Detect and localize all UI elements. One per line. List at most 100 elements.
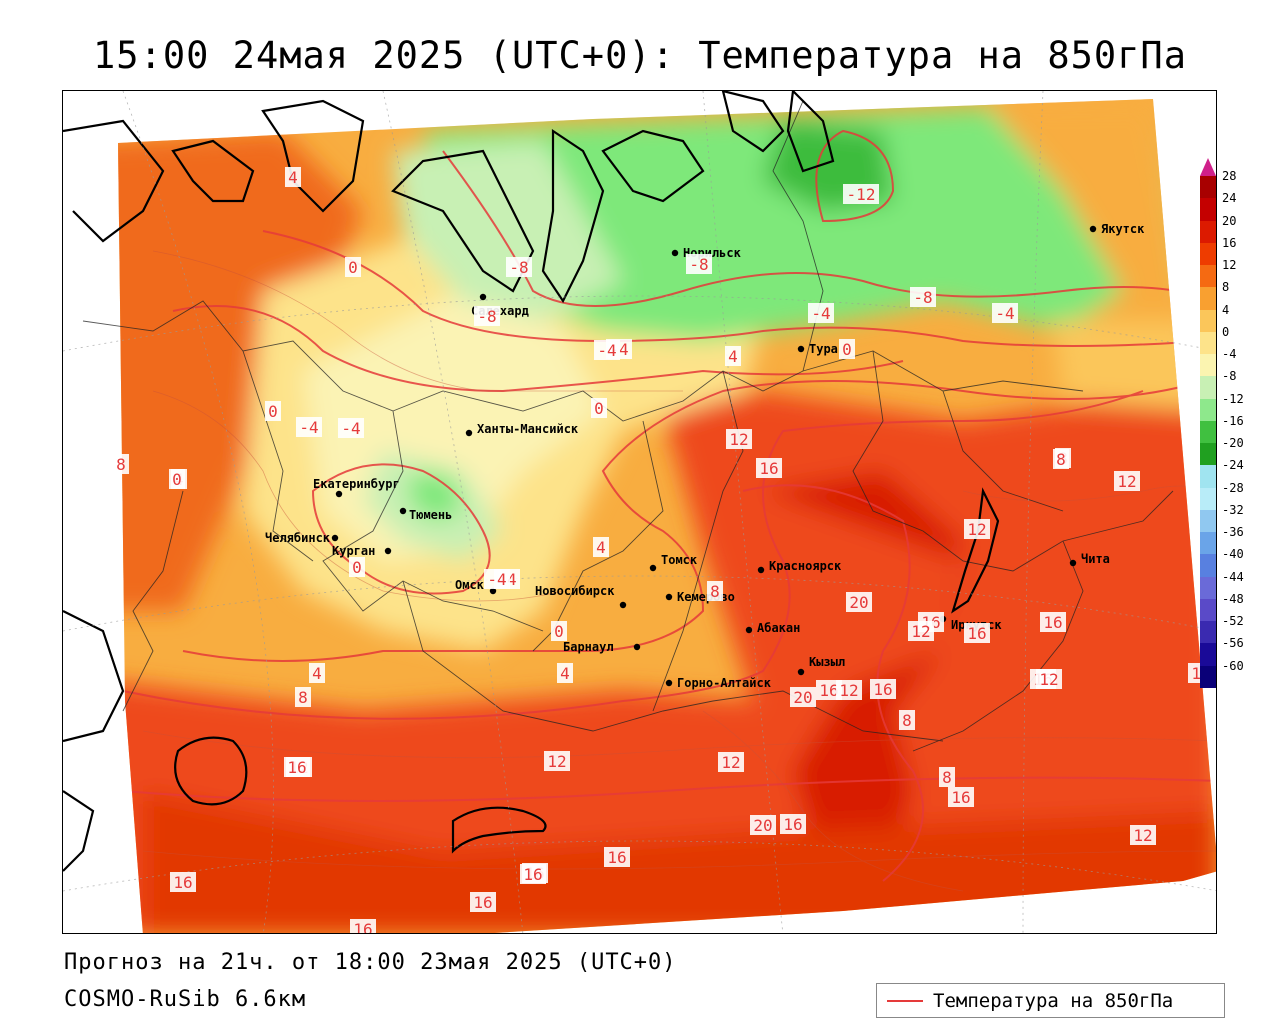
isoline-value: 16 xyxy=(759,459,778,478)
colorbar-segment xyxy=(1200,176,1216,199)
isoline-label-box xyxy=(908,621,934,641)
isoline-label: -4 xyxy=(594,340,620,360)
isoline-label: 12 xyxy=(718,752,744,772)
isoline-label-box xyxy=(816,680,842,700)
isoline-value: 16 xyxy=(173,873,192,892)
city-marker xyxy=(331,534,339,542)
map-area[interactable]: НорильскЯкутскСалехардТураХанты-Мансийск… xyxy=(62,90,1217,934)
colorbar-segment xyxy=(1200,465,1216,489)
isoline-label-box xyxy=(964,623,990,643)
colorbar-segment xyxy=(1200,598,1216,622)
colorbar-tick-label: -48 xyxy=(1222,591,1244,606)
legend-line-swatch xyxy=(887,999,923,1002)
isoline-label: 12 xyxy=(544,751,570,771)
isoline-label-box xyxy=(350,919,376,933)
colorbar-segment xyxy=(1200,576,1216,600)
isoline-label: -12 xyxy=(843,184,879,204)
isoline-label: 16 xyxy=(870,679,896,699)
isoline-label: 8 xyxy=(1053,449,1069,469)
city-marker xyxy=(1089,225,1097,233)
isoline-label: 16 xyxy=(470,892,496,912)
isoline-label-box xyxy=(718,752,744,772)
colorbar-tick-label: -52 xyxy=(1222,614,1244,629)
isoline-label: 12 xyxy=(836,680,862,700)
colorbar-tick-label: 4 xyxy=(1222,302,1230,317)
isoline-value: 0 xyxy=(268,402,278,421)
isoline-label: -4 xyxy=(992,303,1018,323)
isoline-value: 12 xyxy=(839,681,858,700)
city-marker xyxy=(384,547,392,555)
colorbar-segment xyxy=(1200,487,1216,511)
isoline-value: -8 xyxy=(689,255,708,274)
isoline-label-box xyxy=(992,303,1018,323)
isoline-value: 0 xyxy=(842,340,852,359)
city-marker xyxy=(797,345,805,353)
isoline-label-box xyxy=(296,417,322,437)
isoline-value: 0 xyxy=(172,470,182,489)
isoline-value: 16 xyxy=(967,624,986,643)
isoline-value: 0 xyxy=(348,258,358,277)
isoline-label-box xyxy=(594,340,620,360)
isoline-label: 12 xyxy=(908,621,934,641)
map-title: 15:00 24мая 2025 (UTC+0): Температура на… xyxy=(93,34,1187,77)
city-marker xyxy=(665,679,673,687)
isoline-label-box xyxy=(593,537,609,557)
colorbar-segment xyxy=(1200,220,1216,244)
isoline-value: 12 xyxy=(729,430,748,449)
city-label: Барнаул xyxy=(563,640,614,654)
isoline-value: 16 xyxy=(783,815,802,834)
isoline-label: 0 xyxy=(169,469,185,489)
colorbar-tick-label: -32 xyxy=(1222,502,1244,517)
colorbar-segment xyxy=(1200,398,1216,422)
isoline-label-box xyxy=(520,864,546,884)
forecast-caption: Прогноз на 21ч. от 18:00 23мая 2025 (UTC… xyxy=(64,950,677,975)
isoline-label: 0 xyxy=(591,398,607,418)
colorbar-segment xyxy=(1200,198,1216,221)
isoline-label: 4 xyxy=(285,167,301,187)
isoline-labels-layer: 4-120-8-8-8-8-4-4-40-4-440840-4012168-41… xyxy=(113,167,1214,933)
isoline-value: -4 xyxy=(341,419,360,438)
isoline-label-box xyxy=(170,872,196,892)
colorbar-tick-label: 8 xyxy=(1222,280,1230,295)
isoline-value: 12 xyxy=(967,520,986,539)
colorbar-segment xyxy=(1200,354,1216,377)
city-marker xyxy=(665,593,673,601)
isoline-label-box xyxy=(1053,449,1069,469)
city-marker xyxy=(619,601,627,609)
isoline-label: -8 xyxy=(474,306,500,326)
isoline-label: 16 xyxy=(170,872,196,892)
isoline-label: 12 xyxy=(726,429,752,449)
isoline-label: 8 xyxy=(939,767,955,787)
isoline-label-box xyxy=(1040,612,1066,632)
isoline-label-box xyxy=(726,429,752,449)
city-label: Горно-Алтайск xyxy=(677,676,772,690)
isoline-label: 0 xyxy=(349,557,365,577)
city-marker xyxy=(399,507,407,515)
isoline-label-box xyxy=(557,663,573,683)
colorbar-tick-label: -20 xyxy=(1222,436,1244,451)
isoline-label-box xyxy=(1114,471,1140,491)
isoline-value: -8 xyxy=(509,258,528,277)
colorbar-top-arrow xyxy=(1200,158,1216,176)
isoline-value: 4 xyxy=(560,664,570,683)
isoline-label-box xyxy=(910,287,936,307)
city-marker xyxy=(465,429,473,437)
city-marker xyxy=(335,490,343,498)
colorbar-tick-label: -16 xyxy=(1222,413,1244,428)
isoline-label: -8 xyxy=(910,287,936,307)
isoline-label: 4 xyxy=(725,346,741,366)
model-caption: COSMO-RuSib 6.6км xyxy=(64,987,307,1012)
colorbar-segment xyxy=(1200,287,1216,311)
colorbar-tick-label: 16 xyxy=(1222,235,1237,250)
isoline-value: 16 xyxy=(607,848,626,867)
colorbar-tick-label: -4 xyxy=(1222,347,1237,362)
isoline-label-box xyxy=(284,757,310,777)
isoline-value: 0 xyxy=(554,622,564,641)
isoline-label: 16 xyxy=(948,787,974,807)
isoline-label-box xyxy=(1036,669,1062,689)
isoline-value: 20 xyxy=(753,816,772,835)
isoline-value: 0 xyxy=(352,558,362,577)
isoline-value: 16 xyxy=(473,893,492,912)
isoline-label: 16 xyxy=(604,847,630,867)
colorbar-segment xyxy=(1200,532,1216,555)
